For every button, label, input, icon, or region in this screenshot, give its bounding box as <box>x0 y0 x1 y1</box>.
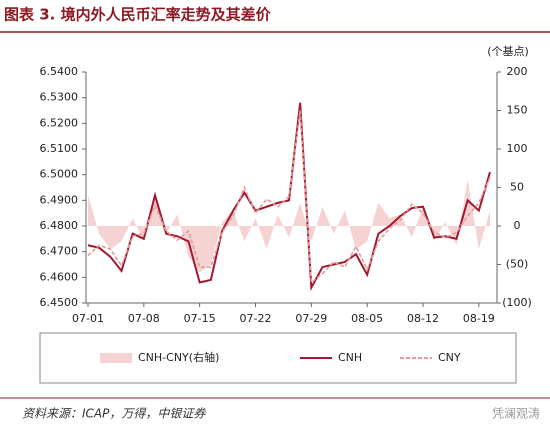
legend-box <box>39 332 517 384</box>
y2-tick-label: 0 <box>514 219 521 232</box>
y-tick-label: 6.5100 <box>40 142 79 155</box>
y2-tick-label: 100 <box>507 142 528 155</box>
y-tick-label: 6.4600 <box>40 270 79 283</box>
y-tick-label: 6.5400 <box>40 65 79 78</box>
y-tick-label: 6.4700 <box>40 245 79 258</box>
x-tick-label: 07-08 <box>128 312 160 325</box>
chart-title: 图表 3. 境内外人民币汇率走势及其差价 <box>4 6 272 24</box>
watermark: 凭澜观涛 <box>492 406 540 421</box>
y-tick-label: 6.5200 <box>40 116 79 129</box>
dashed-line <box>87 110 491 285</box>
source: 资料来源：ICAP，万得，中银证券 <box>22 407 206 421</box>
x-tick-label: 07-22 <box>240 312 272 325</box>
y2-tick-label: 150 <box>507 104 528 117</box>
y2-tick-label: (100) <box>502 296 532 309</box>
y-tick-label: 6.4800 <box>40 219 79 232</box>
x-tick-label: 08-12 <box>407 312 439 325</box>
x-tick-label: 07-29 <box>295 312 327 325</box>
legend-label: CNY <box>438 351 461 364</box>
y2-axis-label: (个基点) <box>487 45 529 58</box>
line <box>87 102 491 292</box>
x-tick-label: 08-05 <box>351 312 383 325</box>
y2-tick-label: (50) <box>506 258 529 271</box>
legend-label: CNH-CNY(右轴) <box>138 350 219 364</box>
x-tick-label: 08-19 <box>463 312 495 325</box>
y-tick-label: 6.4900 <box>40 193 79 206</box>
legend-swatch <box>100 353 132 363</box>
y-tick-label: 6.5000 <box>40 168 79 181</box>
y2-tick-label: 200 <box>507 65 528 78</box>
y2-tick-label: 50 <box>510 181 524 194</box>
y-tick-label: 6.4500 <box>40 296 79 309</box>
x-tick-label: 07-15 <box>184 312 216 325</box>
spread-area <box>88 179 490 273</box>
y-tick-label: 6.5300 <box>40 91 79 104</box>
x-tick-label: 07-01 <box>72 312 104 325</box>
legend-label: CNH <box>338 351 362 364</box>
